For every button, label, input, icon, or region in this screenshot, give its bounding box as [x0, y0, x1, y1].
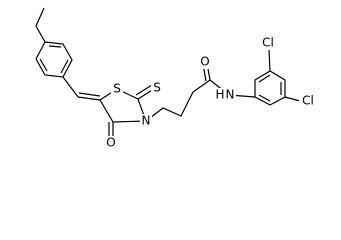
ring-double — [60, 59, 69, 74]
ethyl-bond — [35, 7, 46, 43]
bond — [77, 96, 101, 101]
atom-label: H — [215, 88, 224, 102]
bond — [284, 96, 301, 102]
atom-label: S — [153, 81, 161, 95]
bond — [62, 76, 79, 98]
atom-label: O — [106, 136, 115, 150]
atom-label: Cl — [302, 94, 314, 108]
atom-labels: S S N O O H N Cl Cl — [105, 36, 317, 150]
double-bond — [135, 84, 153, 96]
ring-bond — [35, 41, 73, 78]
atom-label: O — [200, 55, 209, 69]
bond — [268, 49, 271, 72]
ring-double — [258, 74, 271, 83]
bonds — [35, 7, 301, 140]
ring-double — [48, 45, 62, 48]
atom-label: S — [113, 82, 121, 96]
atom-label: N — [226, 88, 235, 102]
ring-double — [39, 58, 48, 72]
atom-label: Cl — [262, 36, 274, 50]
chain-bond — [145, 79, 211, 122]
ring-double — [258, 94, 271, 102]
atom-label: N — [142, 114, 151, 128]
molecule-diagram: S S N O O H N Cl Cl — [35, 7, 317, 150]
double-bond — [78, 92, 101, 97]
